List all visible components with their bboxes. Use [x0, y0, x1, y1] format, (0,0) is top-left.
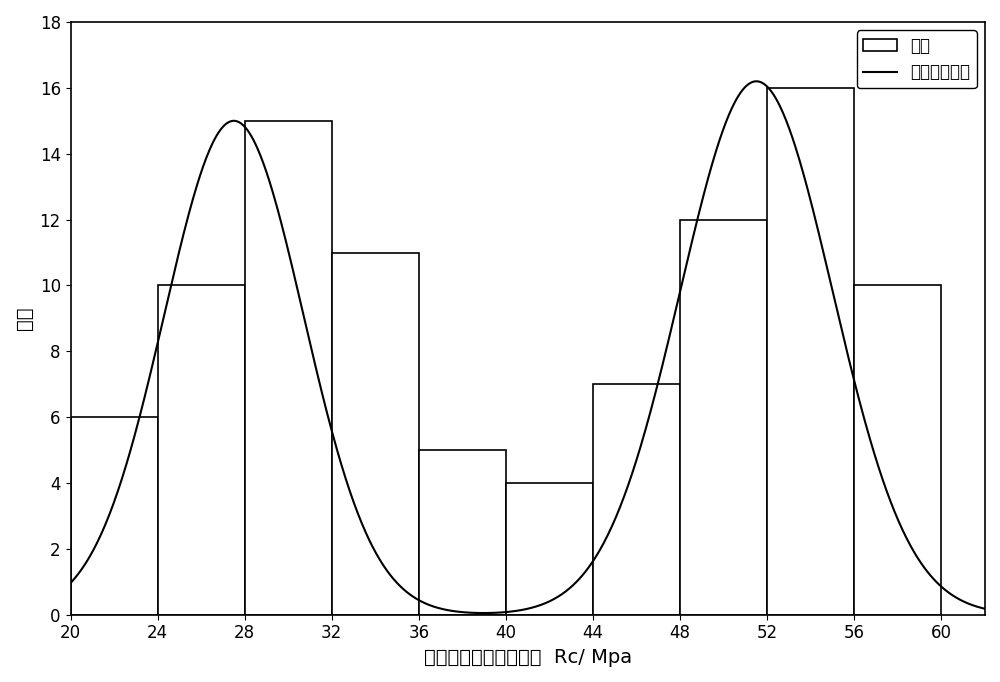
- Bar: [158, 286, 245, 614]
- Bar: [71, 417, 158, 614]
- Bar: [767, 88, 854, 614]
- Bar: [854, 286, 941, 614]
- Legend: 频率, 多峰正态拟合: 频率, 多峰正态拟合: [857, 30, 977, 88]
- Y-axis label: 频率: 频率: [15, 307, 34, 330]
- Bar: [419, 450, 506, 614]
- Bar: [332, 252, 419, 614]
- Bar: [680, 220, 767, 614]
- Bar: [245, 121, 332, 614]
- X-axis label: 岩石单轴饱和抗压强度  Rc/ Mpa: 岩石单轴饱和抗压强度 Rc/ Mpa: [424, 648, 632, 667]
- Bar: [593, 384, 680, 614]
- Bar: [506, 483, 593, 614]
